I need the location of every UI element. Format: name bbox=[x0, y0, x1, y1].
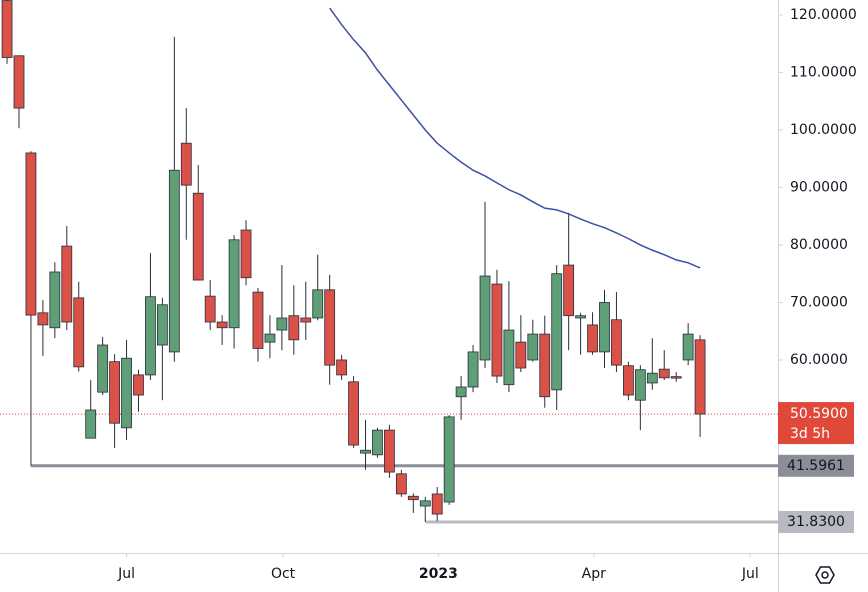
candle-body bbox=[288, 315, 300, 341]
candle-body bbox=[204, 295, 216, 323]
candle-body bbox=[682, 333, 694, 361]
candle-body bbox=[551, 273, 563, 391]
candle-body bbox=[49, 271, 61, 329]
y-tick-label: 120.0000 bbox=[790, 7, 857, 23]
candle-body bbox=[658, 368, 670, 379]
candle-body bbox=[73, 297, 85, 368]
level-label: 31.8300 bbox=[787, 514, 845, 530]
candle-body bbox=[121, 357, 132, 429]
candle-body bbox=[503, 329, 515, 386]
candle-body bbox=[443, 416, 455, 503]
candle-body bbox=[336, 359, 348, 376]
candle-body bbox=[228, 239, 240, 329]
last-price-box bbox=[778, 402, 854, 445]
candle-body bbox=[61, 245, 73, 323]
candle-body bbox=[276, 317, 288, 331]
candle-body bbox=[611, 319, 622, 366]
candle-body bbox=[622, 365, 634, 396]
x-tick-label: Jul bbox=[117, 566, 135, 582]
candle-body bbox=[13, 55, 25, 109]
candle-body bbox=[431, 493, 443, 515]
settings-icon-center[interactable] bbox=[821, 571, 829, 579]
candle-body bbox=[646, 372, 658, 384]
candle-body bbox=[491, 283, 503, 377]
candle-body bbox=[694, 339, 706, 415]
y-tick-label: 110.0000 bbox=[790, 64, 857, 80]
candle-body bbox=[145, 296, 156, 376]
candle-body bbox=[575, 315, 587, 319]
candle-body bbox=[384, 429, 395, 473]
x-tick-label: Jul bbox=[741, 566, 759, 582]
level-label-box bbox=[778, 454, 854, 477]
candle-body bbox=[360, 449, 371, 454]
settings-button[interactable] bbox=[815, 566, 835, 584]
candle-body bbox=[25, 152, 37, 316]
candle-body bbox=[133, 374, 144, 396]
plot-area bbox=[0, 0, 778, 524]
candle-body bbox=[455, 386, 467, 398]
candle-body bbox=[539, 333, 551, 398]
candle-body bbox=[670, 376, 682, 379]
x-tick-label: 2023 bbox=[419, 566, 458, 582]
x-tick-label: Oct bbox=[271, 566, 296, 582]
candle-body bbox=[216, 321, 228, 329]
candle-body bbox=[180, 142, 192, 186]
candle-body bbox=[634, 369, 646, 401]
candle-body bbox=[419, 500, 431, 507]
last-price-label: 50.5900 bbox=[790, 406, 848, 422]
last-price-countdown: 3d 5h bbox=[790, 426, 830, 442]
level-label-box bbox=[778, 510, 854, 533]
x-tick-label: Apr bbox=[582, 566, 606, 582]
candle-body bbox=[156, 304, 168, 346]
candle-body bbox=[407, 495, 419, 501]
candle-body bbox=[599, 302, 610, 353]
candle-body bbox=[97, 344, 109, 393]
candle-body bbox=[109, 361, 120, 424]
candle-body bbox=[527, 333, 539, 361]
candle-body bbox=[515, 341, 527, 369]
y-tick-label: 60.0000 bbox=[790, 352, 848, 368]
candle-body bbox=[1, 0, 13, 58]
candle-body bbox=[348, 381, 359, 446]
candle-body bbox=[300, 317, 312, 323]
candle-body bbox=[252, 291, 264, 349]
candle-body bbox=[479, 275, 491, 361]
candle-body bbox=[37, 312, 49, 326]
moving-average-line bbox=[329, 7, 701, 269]
settings-icon[interactable] bbox=[815, 566, 835, 584]
candle-body bbox=[587, 324, 598, 353]
y-tick-label: 90.0000 bbox=[790, 179, 848, 195]
candle-body bbox=[192, 192, 204, 281]
candle-body bbox=[312, 289, 324, 319]
candle-body bbox=[563, 264, 575, 317]
candle-body bbox=[240, 229, 252, 279]
candle-body bbox=[467, 351, 479, 388]
y-tick-label: 80.0000 bbox=[790, 237, 848, 253]
candle-body bbox=[168, 169, 180, 353]
candle-body bbox=[324, 289, 336, 366]
y-tick-label: 100.0000 bbox=[790, 122, 857, 138]
candle-body bbox=[372, 429, 383, 456]
candle-body bbox=[264, 333, 276, 343]
candle-body bbox=[85, 409, 97, 439]
candle-body bbox=[395, 473, 407, 495]
y-tick-label: 70.0000 bbox=[790, 294, 848, 310]
level-label: 41.5961 bbox=[787, 458, 845, 474]
